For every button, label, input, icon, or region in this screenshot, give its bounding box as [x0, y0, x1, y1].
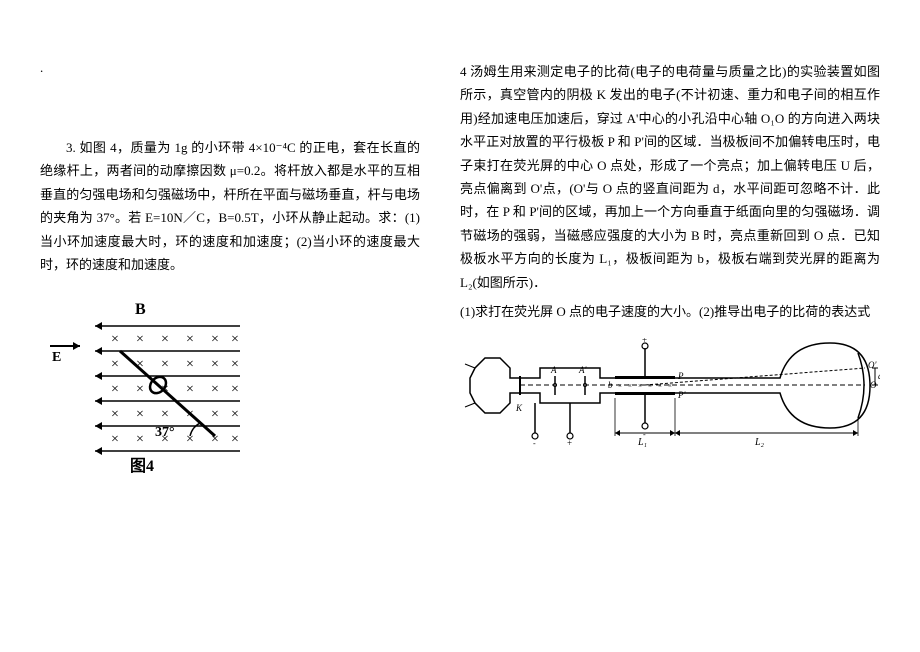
figure-4-svg: B E: [40, 296, 260, 476]
svg-text:×: ×: [111, 382, 119, 397]
svg-text:×: ×: [211, 332, 219, 347]
svg-text:+: +: [642, 338, 647, 345]
svg-text:×: ×: [231, 332, 239, 347]
svg-text:×: ×: [186, 357, 194, 372]
svg-text:×: ×: [111, 432, 119, 447]
svg-text:×: ×: [648, 382, 652, 390]
a-label: A: [550, 365, 557, 375]
cathode-tube-svg: K A A' - + ×××××× P P' b: [460, 338, 880, 448]
svg-text:×: ×: [111, 407, 119, 422]
svg-text:P: P: [677, 371, 684, 381]
svg-text:×: ×: [211, 407, 219, 422]
svg-text:×: ×: [111, 332, 119, 347]
aprime-label: A': [578, 365, 587, 375]
e-arrow-head: [73, 342, 80, 350]
svg-text:×: ×: [231, 432, 239, 447]
svg-text:×: ×: [231, 382, 239, 397]
b-label: B: [135, 301, 146, 318]
svg-text:×: ×: [136, 332, 144, 347]
marker-dot: .: [40, 60, 420, 76]
svg-text:×: ×: [111, 357, 119, 372]
svg-text:×: ×: [231, 407, 239, 422]
svg-text:×: ×: [628, 382, 632, 390]
problem-4-text: 4 汤姆生用来测定电子的比荷(电子的电荷量与质量之比)的实验装置如图所示，真空管…: [460, 60, 880, 294]
figure-4-caption: 图4: [130, 457, 154, 475]
svg-text:×: ×: [211, 382, 219, 397]
svg-text:×: ×: [186, 382, 194, 397]
svg-text:×: ×: [161, 407, 169, 422]
l1-label: L₁: [637, 437, 647, 448]
svg-text:×: ×: [638, 382, 642, 390]
svg-text:+: +: [567, 438, 572, 448]
svg-text:×: ×: [161, 357, 169, 372]
d-label: d: [878, 371, 880, 381]
figure-4-container: B E: [40, 296, 420, 480]
problem-4-questions: (1)求打在荧光屏 O 点的电子速度的大小。(2)推导出电子的比荷的表达式: [460, 300, 880, 323]
svg-text:×: ×: [231, 357, 239, 372]
svg-text:×: ×: [136, 382, 144, 397]
svg-text:×: ×: [136, 407, 144, 422]
svg-text:×: ×: [161, 332, 169, 347]
svg-text:×: ×: [658, 382, 662, 390]
angle-label: 37°: [155, 425, 175, 440]
e-label: E: [52, 350, 61, 365]
problem-3-text: 3. 如图 4，质量为 1g 的小环带 4×10⁻⁴C 的正电，套在长直的绝缘杆…: [40, 136, 420, 276]
svg-text:P': P': [677, 390, 686, 400]
svg-text:×: ×: [136, 432, 144, 447]
svg-text:-: -: [533, 439, 536, 448]
svg-text:×: ×: [618, 382, 622, 390]
l2-label: L₂: [754, 437, 765, 448]
svg-text:×: ×: [211, 357, 219, 372]
k-label: K: [515, 403, 523, 413]
svg-text:×: ×: [186, 332, 194, 347]
